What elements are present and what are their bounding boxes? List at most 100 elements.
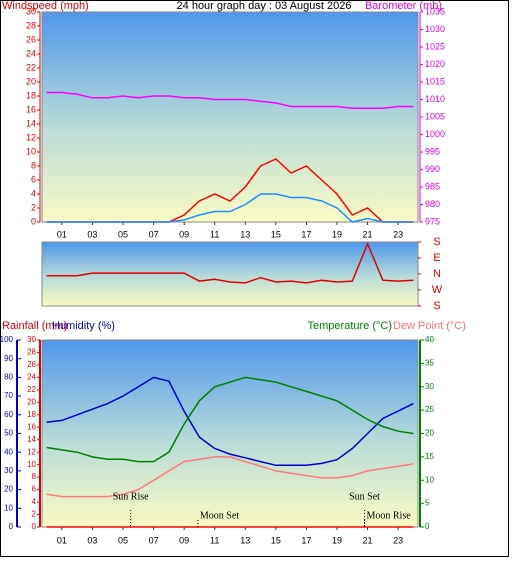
y-tick-label: N [433, 268, 441, 280]
y2-tick-label: 40 [425, 335, 434, 344]
x-tick-label: 21 [363, 229, 373, 239]
y3-tick-label: 90 [4, 354, 13, 363]
y2-tick-label: 1030 [425, 24, 445, 34]
y2-tick-label: 0 [425, 522, 430, 531]
y2-tick-label: 1020 [425, 59, 445, 69]
y2-tick-label: 980 [425, 199, 440, 209]
x-tick-label: 03 [87, 229, 97, 239]
event-label: Moon Set [200, 510, 239, 521]
x-tick-label: 05 [118, 535, 128, 545]
y2-tick-label: 5 [425, 499, 430, 508]
y-tick-label: 4 [32, 497, 37, 506]
y-tick-label: 8 [31, 160, 36, 170]
y2-tick-label: 1035 [425, 6, 445, 16]
series-line [46, 376, 414, 463]
x-tick-label: 09 [179, 535, 189, 545]
y-tick-label: 10 [26, 146, 36, 156]
y-tick-label: 12 [27, 447, 36, 456]
series-line [46, 241, 414, 284]
y-tick-label: 4 [31, 188, 36, 198]
y3-tick-label: 50 [4, 429, 13, 438]
x-tick-label: 07 [149, 535, 159, 545]
y2-tick-label: 35 [425, 358, 434, 367]
y2-tick-label: 20 [425, 429, 434, 438]
y2-axis-label: Dew Point (°C) [393, 320, 466, 332]
x-tick-label: 23 [393, 229, 403, 239]
y-tick-label: 24 [26, 48, 36, 58]
y-tick-label: 20 [27, 397, 36, 406]
x-tick-label: 13 [240, 535, 250, 545]
y3-tick-label: 100 [0, 335, 14, 344]
y3-tick-label: 20 [4, 485, 13, 494]
x-tick-label: 21 [363, 535, 373, 545]
y-tick-label: 8 [32, 472, 37, 481]
plot-area [41, 11, 419, 223]
y-tick-label: S [433, 236, 440, 248]
y-tick-label: 28 [26, 20, 36, 30]
x-tick-label: 17 [301, 229, 311, 239]
event-label: Moon Rise [367, 510, 412, 521]
y3-tick-label: 40 [4, 447, 13, 456]
x-tick-label: 11 [210, 535, 219, 545]
x-tick-label: 11 [210, 229, 219, 239]
y-tick-label: 16 [27, 422, 36, 431]
y2-tick-label: 1025 [425, 41, 445, 51]
y-tick-label: 14 [27, 435, 36, 444]
y3-tick-label: 70 [4, 391, 13, 400]
y2-tick-label: 1015 [425, 76, 445, 86]
y-tick-label: 24 [27, 373, 36, 382]
series-line [46, 193, 414, 223]
y3-tick-label: 60 [4, 410, 13, 419]
y-tick-label: 26 [26, 34, 36, 44]
y-tick-label: 2 [31, 202, 36, 212]
y-tick-label: 22 [27, 385, 36, 394]
y-tick-label: 18 [27, 410, 36, 419]
y-tick-label: 30 [27, 335, 36, 344]
y2-tick-label: 975 [425, 216, 440, 226]
x-tick-label: 09 [179, 229, 189, 239]
y2-tick-label: 995 [425, 146, 440, 156]
y-tick-label: 22 [26, 62, 36, 72]
y2-tick-label: 30 [425, 382, 434, 391]
plot-area [41, 241, 419, 307]
x-tick-label: 03 [87, 535, 97, 545]
y-tick-label: 20 [26, 76, 36, 86]
x-tick-label: 19 [332, 229, 342, 239]
x-tick-label: 01 [57, 229, 67, 239]
y-tick-label: 0 [31, 216, 36, 226]
event-label: Sun Set [349, 491, 380, 502]
x-tick-label: 19 [332, 535, 342, 545]
series-line [46, 456, 414, 498]
series-line [46, 91, 414, 110]
x-tick-label: 05 [118, 229, 128, 239]
y2-tick-label: 990 [425, 164, 440, 174]
x-tick-label: 17 [301, 535, 311, 545]
y-tick-label: E [433, 252, 440, 264]
x-tick-label: 15 [271, 229, 281, 239]
y3-tick-label: 30 [4, 466, 13, 475]
y3-axis-label: Humidity (%) [52, 320, 115, 332]
y2-tick-label: 25 [425, 405, 434, 414]
series-line [46, 376, 414, 467]
y2-tick-label: 1000 [425, 129, 445, 139]
y2-axis-label: Temperature (°C) [308, 320, 392, 332]
y-tick-label: 14 [26, 118, 36, 128]
y-tick-label: 30 [26, 6, 36, 16]
x-tick-label: 23 [393, 535, 403, 545]
y-tick-label: 0 [32, 522, 37, 531]
x-tick-label: 15 [271, 535, 281, 545]
x-tick-label: 01 [57, 535, 67, 545]
y-axis-label: Windspeed (mph) [2, 0, 89, 12]
y-tick-label: S [433, 300, 440, 312]
y2-tick-label: 10 [425, 475, 434, 484]
y3-tick-label: 80 [4, 373, 13, 382]
y-tick-label: 6 [31, 174, 36, 184]
y3-tick-label: 10 [4, 503, 13, 512]
y2-tick-label: 15 [425, 452, 434, 461]
y2-tick-label: 1005 [425, 111, 445, 121]
x-tick-label: 07 [149, 229, 159, 239]
x-tick-label: 13 [240, 229, 250, 239]
y-tick-label: 12 [26, 132, 36, 142]
